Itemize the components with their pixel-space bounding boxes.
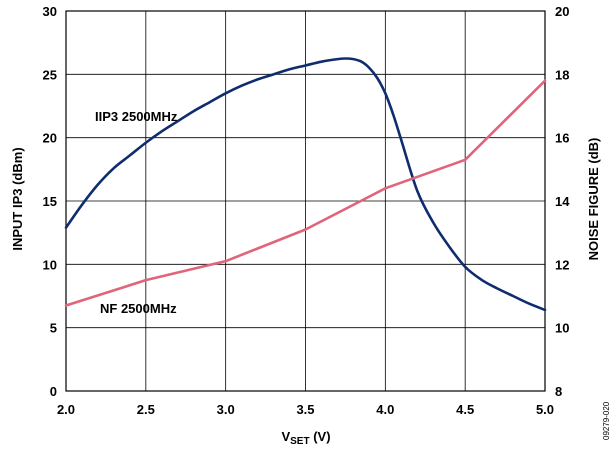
annotation-nf: NF 2500MHz	[100, 301, 177, 316]
x-tick-label: 2.0	[57, 402, 75, 417]
x-axis-title-main: V	[281, 429, 290, 444]
series-line-iip3	[64, 57, 547, 312]
y-left-tick-label: 5	[50, 321, 57, 336]
annotation-iip3: IIP3 2500MHz	[95, 109, 178, 124]
x-tick-label: 2.5	[137, 402, 155, 417]
y-left-tick-labels: 0 5 10 15 20 25 30	[43, 4, 57, 399]
y-left-tick-label: 15	[43, 194, 57, 209]
y-right-tick-label: 10	[555, 321, 569, 336]
y-right-tick-label: 14	[555, 194, 570, 209]
y-left-tick-label: 30	[43, 4, 57, 19]
y-right-tick-label: 12	[555, 257, 569, 272]
plot-frame	[65, 10, 546, 392]
y-left-tick-label: 0	[50, 384, 57, 399]
y-right-axis-title: NOISE FIGURE (dB)	[586, 138, 601, 261]
series-line-nf	[64, 79, 547, 307]
x-tick-label: 3.5	[296, 402, 314, 417]
x-tick-labels: 2.0 2.5 3.0 3.5 4.0 4.5 5.0	[57, 402, 554, 417]
grid	[65, 10, 546, 392]
x-axis-title-unit: (V)	[310, 429, 331, 444]
figure-id: 09279-020	[602, 401, 611, 440]
x-tick-label: 3.0	[217, 402, 235, 417]
y-left-tick-label: 25	[43, 67, 57, 82]
y-right-tick-label: 16	[555, 131, 569, 146]
x-axis-title-sub: SET	[290, 436, 309, 447]
y-right-tick-label: 18	[555, 67, 569, 82]
y-left-tick-label: 10	[43, 257, 57, 272]
y-right-tick-labels: 8 10 12 14 16 18 20	[555, 4, 570, 399]
y-right-tick-label: 20	[555, 4, 569, 19]
y-left-tick-label: 20	[43, 131, 57, 146]
series-layer	[64, 57, 547, 312]
x-tick-label: 4.5	[456, 402, 474, 417]
x-axis-title: VSET (V)	[281, 429, 330, 447]
x-tick-label: 5.0	[536, 402, 554, 417]
y-right-tick-label: 8	[555, 384, 562, 399]
x-tick-label: 4.0	[376, 402, 394, 417]
y-left-axis-title: INPUT IP3 (dBm)	[10, 147, 25, 250]
